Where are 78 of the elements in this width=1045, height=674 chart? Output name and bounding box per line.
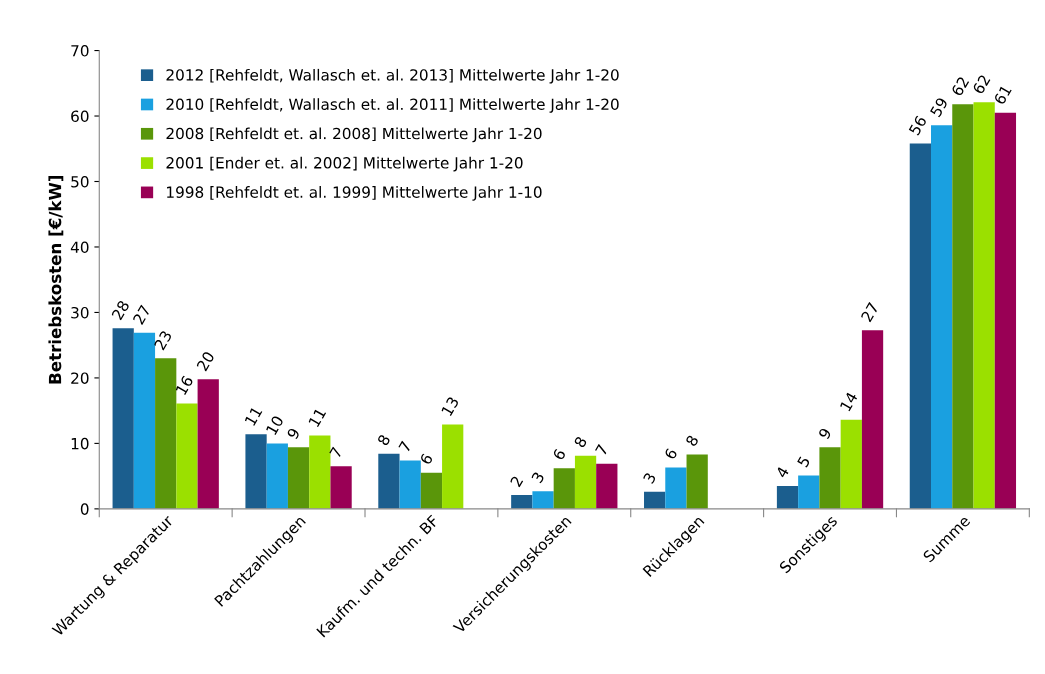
bar bbox=[665, 467, 687, 509]
bar bbox=[861, 330, 884, 509]
data-label: 11 bbox=[308, 407, 327, 428]
bar bbox=[574, 455, 597, 509]
y-tick-label: 40 bbox=[70, 241, 89, 253]
data-label: 5 bbox=[796, 455, 811, 468]
data-label: 7 bbox=[329, 446, 343, 459]
data-label: 16 bbox=[175, 374, 194, 396]
bar bbox=[511, 495, 533, 509]
bar bbox=[245, 434, 267, 509]
data-label: 62 bbox=[972, 74, 991, 95]
data-label: 4 bbox=[775, 465, 790, 479]
data-label: 20 bbox=[196, 350, 215, 372]
data-label: 23 bbox=[153, 330, 173, 351]
bar bbox=[133, 332, 156, 509]
bar bbox=[399, 460, 421, 509]
data-label: 28 bbox=[111, 299, 130, 321]
data-label: 9 bbox=[817, 427, 832, 440]
data-label: 61 bbox=[993, 84, 1012, 106]
legend-label: 2008 [Rehfeldt et. al. 2008] Mittelwerte Jahr 1-20 bbox=[166, 127, 542, 143]
data-label: 9 bbox=[286, 427, 301, 440]
y-tick-label: 30 bbox=[71, 306, 89, 319]
bar bbox=[644, 491, 666, 509]
data-label: 8 bbox=[376, 433, 391, 447]
bar bbox=[776, 485, 799, 509]
data-label: 59 bbox=[929, 96, 949, 118]
bar bbox=[952, 104, 974, 509]
data-label: 56 bbox=[908, 115, 928, 136]
bar bbox=[420, 472, 443, 509]
data-label: 8 bbox=[685, 434, 699, 447]
bar bbox=[973, 102, 995, 509]
data-label: 13 bbox=[440, 396, 460, 417]
data-label: 2 bbox=[509, 475, 524, 488]
bar bbox=[155, 358, 177, 509]
legend-label: 1998 [Rehfeldt et. al. 1999] Mittelwerte Jahr 1-10 bbox=[167, 186, 542, 201]
bar bbox=[840, 419, 862, 509]
data-label: 27 bbox=[132, 304, 151, 325]
y-tick-label: 50 bbox=[71, 175, 89, 188]
y-tick-label: 10 bbox=[71, 437, 89, 450]
bar bbox=[994, 112, 1017, 509]
bar bbox=[112, 328, 134, 509]
bar bbox=[176, 403, 198, 509]
data-label: 11 bbox=[244, 406, 263, 426]
bar bbox=[309, 435, 331, 509]
bar bbox=[553, 468, 575, 509]
bar bbox=[798, 475, 820, 509]
data-label: 6 bbox=[419, 452, 434, 466]
data-label: 7 bbox=[398, 440, 412, 453]
bar bbox=[909, 143, 932, 509]
data-label: 3 bbox=[531, 471, 545, 484]
data-label: 8 bbox=[573, 435, 588, 449]
legend-label: 2010 [Rehfeldt, Wallasch et. al. 2011] Mittelwerte Jahr 1-20 bbox=[166, 98, 619, 113]
y-tick-label: 20 bbox=[71, 372, 89, 384]
data-label: 6 bbox=[552, 448, 567, 461]
data-label: 6 bbox=[663, 447, 678, 460]
y-tick-label: 0 bbox=[80, 503, 89, 515]
bar bbox=[330, 466, 352, 509]
y-tick-label: 70 bbox=[71, 45, 89, 57]
bar bbox=[532, 491, 554, 509]
data-label: 14 bbox=[839, 391, 858, 412]
bar bbox=[686, 454, 708, 509]
bar bbox=[197, 379, 219, 509]
y-axis-title: Betriebskosten [€/kW] bbox=[48, 175, 64, 384]
bar bbox=[266, 443, 288, 509]
bar bbox=[378, 453, 400, 509]
legend-label: 2001 [Ender et. al. 2002] Mittelwerte Jahr 1-20 bbox=[166, 156, 523, 172]
data-label: 27 bbox=[860, 301, 879, 323]
bar bbox=[819, 447, 841, 509]
bar bbox=[442, 424, 464, 509]
y-tick-label: 60 bbox=[71, 110, 89, 123]
data-label: 7 bbox=[595, 444, 609, 456]
data-label: 62 bbox=[950, 76, 970, 97]
bar bbox=[931, 125, 953, 509]
data-label: 10 bbox=[265, 414, 284, 436]
bar bbox=[596, 463, 618, 509]
data-label: 3 bbox=[642, 471, 657, 485]
legend-label: 2012 [Rehfeldt, Wallasch et. al. 2013] Mittelwerte Jahr 1-20 bbox=[166, 68, 619, 84]
bar bbox=[287, 447, 310, 509]
